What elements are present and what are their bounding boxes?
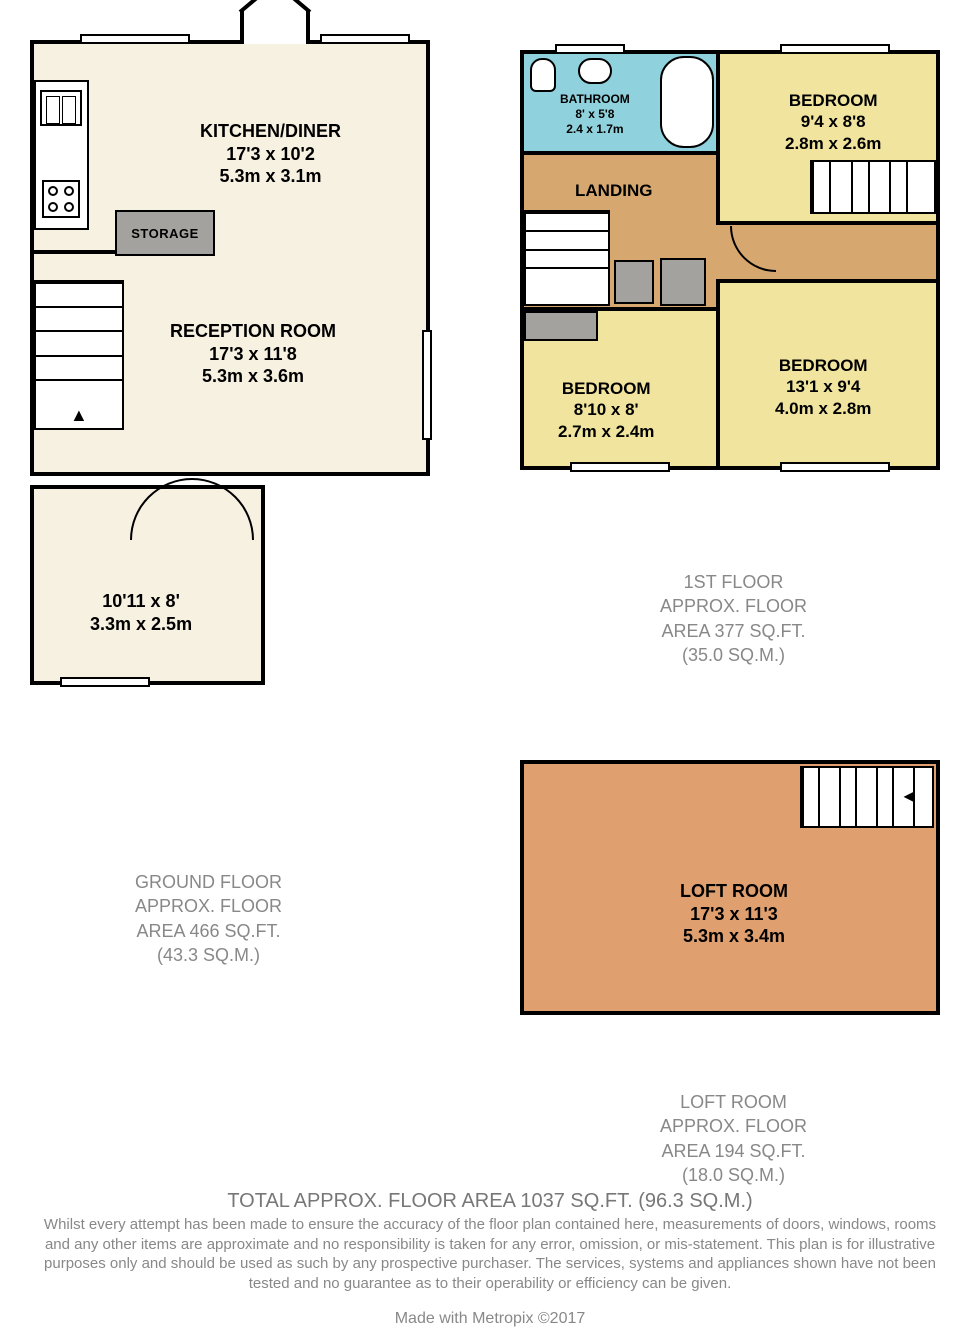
kitchen-hob bbox=[42, 180, 80, 218]
kitchen-label: KITCHEN/DINER 17'3 x 10'2 5.3m x 3.1m bbox=[200, 120, 341, 188]
storage-label: STORAGE bbox=[131, 226, 199, 241]
bath-sink bbox=[578, 58, 612, 84]
bed3-cupboard bbox=[524, 311, 598, 341]
bed1-label: BEDROOM 9'4 x 8'8 2.8m x 2.6m bbox=[785, 90, 881, 154]
caption-loft: LOFT ROOM APPROX. FLOOR AREA 194 SQ.FT. … bbox=[660, 1090, 807, 1187]
caption-first: 1ST FLOOR APPROX. FLOOR AREA 377 SQ.FT. … bbox=[660, 570, 807, 667]
bath-tub bbox=[660, 56, 714, 148]
landing-cupboard-2 bbox=[660, 258, 706, 306]
window-bed1-top bbox=[780, 44, 890, 54]
credit-line: Made with Metropix ©2017 bbox=[0, 1310, 980, 1328]
window-reception-right bbox=[422, 330, 432, 440]
caption-ground: GROUND FLOOR APPROX. FLOOR AREA 466 SQ.F… bbox=[135, 870, 282, 967]
window-kitchen-top-1 bbox=[80, 34, 190, 44]
porch-label: 10'11 x 8' 3.3m x 2.5m bbox=[90, 590, 192, 635]
landing-cupboard-1 bbox=[614, 260, 654, 304]
stair-arrow-ground: ▲ bbox=[70, 405, 88, 426]
landing-label: LANDING bbox=[575, 180, 652, 201]
window-kitchen-top-2 bbox=[320, 34, 410, 44]
roof-notch bbox=[240, 10, 310, 44]
stairs-bed1 bbox=[810, 160, 936, 214]
bed2-label: BEDROOM 13'1 x 9'4 4.0m x 2.8m bbox=[775, 355, 871, 419]
bathroom-label: BATHROOM 8' x 5'8 2.4 x 1.7m bbox=[560, 92, 630, 137]
bath-toilet bbox=[530, 58, 556, 92]
loft-label: LOFT ROOM 17'3 x 11'3 5.3m x 3.4m bbox=[680, 880, 788, 948]
stair-arrow-loft: ◄ bbox=[900, 786, 918, 807]
floorplan-stage: STORAGE KITCHEN/DINER 17'3 x 10'2 5.3m x… bbox=[0, 0, 980, 1339]
kitchen-sink bbox=[40, 90, 82, 126]
disclaimer-text: Whilst every attempt has been made to en… bbox=[40, 1215, 940, 1293]
window-bed3-bottom bbox=[570, 462, 670, 472]
window-porch-bottom bbox=[60, 677, 150, 687]
bed3-label: BEDROOM 8'10 x 8' 2.7m x 2.4m bbox=[558, 378, 654, 442]
window-bed2-bottom bbox=[780, 462, 890, 472]
stairs-landing bbox=[524, 210, 610, 306]
storage-box: STORAGE bbox=[115, 210, 215, 256]
reception-label: RECEPTION ROOM 17'3 x 11'8 5.3m x 3.6m bbox=[170, 320, 336, 388]
window-bath-top bbox=[555, 44, 625, 54]
total-area: TOTAL APPROX. FLOOR AREA 1037 SQ.FT. (96… bbox=[0, 1190, 980, 1213]
